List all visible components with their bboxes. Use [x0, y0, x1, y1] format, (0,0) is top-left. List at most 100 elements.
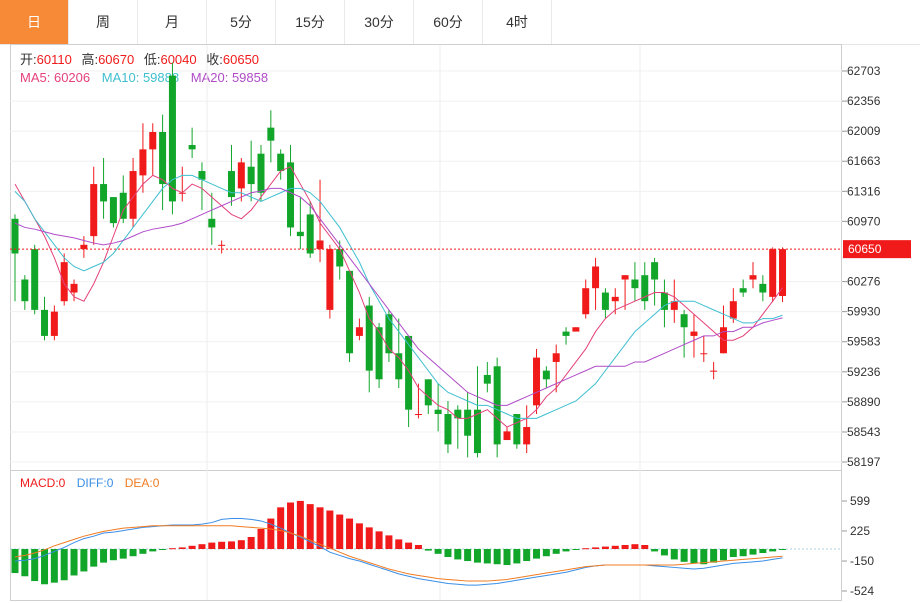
candle-up — [237, 162, 245, 189]
ma5-label: MA5: — [20, 70, 51, 85]
macd-bar-down — [670, 549, 678, 560]
candle-up — [749, 275, 757, 280]
candle-down — [680, 314, 688, 328]
candle-down — [473, 409, 481, 454]
tab-6[interactable]: 60分 — [414, 0, 483, 44]
macd-bar-up — [316, 507, 324, 550]
price-tick-label: 62009 — [847, 124, 881, 138]
macd-bar-down — [660, 549, 668, 556]
candle-down — [168, 75, 176, 202]
close-value: 60650 — [222, 52, 260, 67]
macd-tick-label: -150 — [850, 554, 874, 568]
candle-up — [50, 311, 58, 336]
tab-1[interactable]: 周 — [69, 0, 138, 44]
candle-down — [562, 331, 570, 336]
macd-bar-up — [395, 539, 403, 550]
macd-bar-down — [464, 549, 472, 562]
candle-down — [395, 353, 403, 380]
candle-down — [660, 292, 668, 310]
candle-down — [41, 309, 49, 336]
macd-bar-up — [227, 541, 235, 550]
candle-down — [601, 292, 609, 310]
macd-bar-down — [503, 549, 511, 566]
macd-bar-up — [582, 548, 590, 550]
candle-up — [70, 283, 78, 293]
price-tick-label: 61316 — [847, 184, 881, 198]
macd-label: MACD: — [20, 476, 59, 490]
close-label: 收: — [206, 52, 223, 67]
macd-bar-down — [60, 549, 68, 581]
macd-bar-down — [21, 549, 29, 577]
macd-bar-up — [247, 536, 255, 550]
macd-bar-up — [631, 544, 639, 550]
candle-up — [316, 240, 324, 250]
candle-up — [414, 414, 422, 416]
tab-7[interactable]: 4时 — [483, 0, 552, 44]
macd-bar-down — [562, 549, 570, 552]
tab-5[interactable]: 30分 — [345, 0, 414, 44]
price-tick-label: 59930 — [847, 305, 881, 319]
price-tick-label: 59583 — [847, 335, 881, 349]
macd-bar-up — [592, 547, 600, 550]
candle-down — [296, 231, 304, 237]
candle-up — [769, 249, 777, 297]
macd-bar-up — [296, 500, 304, 550]
panel-separator — [10, 470, 842, 471]
macd-bar-down — [552, 549, 560, 554]
candle-down — [483, 374, 491, 384]
candle-down — [188, 145, 196, 150]
high-value: 60670 — [98, 52, 135, 67]
candle-up — [523, 427, 531, 445]
candle-down — [759, 283, 767, 293]
macd-bar-up — [306, 504, 314, 550]
ma10-line — [14, 174, 783, 419]
tab-2[interactable]: 月 — [138, 0, 207, 44]
macd-bar-down — [719, 549, 727, 561]
macd-bar-down — [572, 549, 580, 551]
candle-up — [611, 296, 619, 302]
candle-down — [385, 314, 393, 354]
macd-bar-down — [473, 549, 481, 563]
candle-down — [375, 327, 383, 380]
candle-down — [287, 162, 295, 228]
macd-bar-down — [739, 549, 747, 557]
current-price-label: 60650 — [848, 242, 882, 256]
candle-up — [218, 244, 226, 246]
macd-bar-up — [178, 547, 186, 550]
candle-down — [100, 184, 108, 202]
tab-0[interactable]: 日 — [0, 0, 69, 44]
diff-line — [14, 518, 783, 586]
candle-up — [592, 266, 600, 289]
macd-tick-label: 225 — [850, 524, 870, 538]
price-tick-label: 62703 — [847, 64, 881, 78]
candle-up — [355, 327, 363, 336]
macd-bar-down — [710, 549, 718, 563]
low-value: 60040 — [160, 52, 197, 67]
tab-4[interactable]: 15分 — [276, 0, 345, 44]
candle-down — [277, 153, 285, 172]
price-tick-label: 62356 — [847, 94, 881, 108]
macd-bar-down — [119, 549, 127, 559]
candle-down — [513, 414, 521, 445]
macd-tick-label: -524 — [850, 584, 874, 598]
ma10-label: MA10: — [101, 70, 140, 85]
candle-up — [129, 171, 137, 219]
candle-down — [631, 279, 639, 289]
macd-bar-down — [444, 549, 452, 558]
macd-bar-down — [700, 549, 708, 565]
macd-bar-down — [651, 549, 659, 552]
diff-value: 0 — [106, 476, 114, 490]
candle-up — [326, 249, 334, 310]
candle-up — [690, 331, 698, 336]
macd-bar-down — [70, 549, 78, 576]
candle-up — [670, 301, 678, 310]
macd-bar-up — [168, 548, 176, 550]
price-tick-label: 58543 — [847, 425, 881, 439]
candle-up — [779, 249, 787, 297]
candle-down — [739, 288, 747, 293]
macd-bar-down — [129, 549, 137, 557]
macd-bar-down — [769, 549, 777, 552]
price-tick-label: 60276 — [847, 275, 881, 289]
tab-3[interactable]: 5分 — [207, 0, 276, 44]
